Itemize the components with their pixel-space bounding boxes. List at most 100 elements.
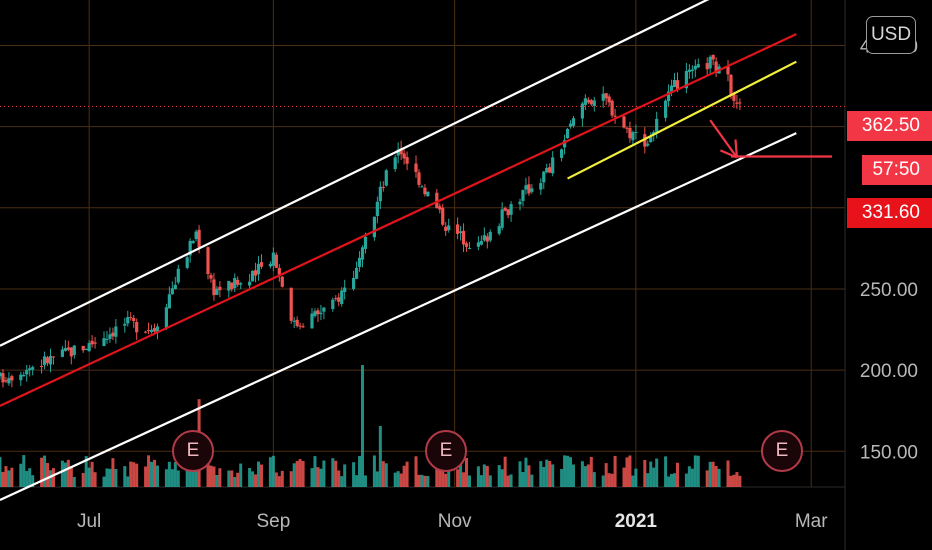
candle-body <box>135 321 139 333</box>
candle-body <box>631 132 635 141</box>
candle-body <box>378 186 382 202</box>
volume-bar <box>509 474 513 487</box>
volume-bar <box>337 470 341 487</box>
volume-bar <box>566 455 570 487</box>
candle-body <box>170 288 174 295</box>
volume-bar <box>144 466 148 487</box>
volume-bar <box>19 463 23 487</box>
candle-body <box>253 270 258 276</box>
volume-bar <box>123 466 127 487</box>
volume-bar <box>569 457 573 487</box>
earnings-event-icon[interactable]: E <box>761 430 803 472</box>
volume-bar <box>705 470 709 487</box>
volume-bar <box>209 465 213 487</box>
candle-body <box>19 374 23 381</box>
support-line <box>567 60 797 180</box>
volume-bar <box>613 455 617 487</box>
volume-bar <box>500 469 504 487</box>
volume-bar <box>40 457 44 487</box>
earnings-event-icon[interactable]: E <box>172 430 214 472</box>
candle-body <box>334 298 338 300</box>
volume-bar <box>563 455 567 487</box>
volume-bar <box>358 455 362 487</box>
time-axis[interactable]: Jul Sep Nov 2021 Mar <box>77 511 828 532</box>
candle-body <box>45 357 50 364</box>
candle-body <box>42 356 47 366</box>
candle-body <box>509 204 513 215</box>
volume-bar <box>105 468 109 487</box>
volume-bar <box>417 474 421 487</box>
volume-bar <box>441 467 445 487</box>
candle-body <box>613 115 617 117</box>
volume-bar <box>589 456 593 487</box>
candle-body <box>343 287 347 292</box>
candle-body <box>239 283 243 285</box>
volume-bar <box>147 455 151 487</box>
candle-body <box>583 98 587 105</box>
candle-body <box>518 201 522 205</box>
candle-body <box>66 347 70 350</box>
candle-body <box>438 206 442 210</box>
volume-bar <box>586 464 590 487</box>
candle-body <box>352 278 356 290</box>
candle-body <box>31 367 35 370</box>
candle-body <box>738 102 742 104</box>
volume-bar <box>583 466 587 487</box>
volume-bar <box>25 470 29 487</box>
volume-bar <box>527 465 531 487</box>
candle-body <box>230 282 234 290</box>
trend-drawings[interactable] <box>0 0 832 501</box>
volume-bar <box>135 463 139 487</box>
candle-body <box>696 64 700 68</box>
candle-body <box>191 240 195 244</box>
volume-bar <box>426 476 430 487</box>
volume-bar <box>129 461 133 487</box>
volume-bar <box>150 461 154 487</box>
volume-bar <box>551 464 555 487</box>
candle-body <box>360 247 365 260</box>
currency-button[interactable]: USD <box>866 16 916 54</box>
volume-bar <box>60 460 64 487</box>
candle-body <box>152 328 157 332</box>
candle-body <box>340 290 344 304</box>
candle-body <box>476 242 480 247</box>
candle-body <box>467 248 472 250</box>
earnings-event-icon[interactable]: E <box>425 430 467 472</box>
volume-bar <box>334 460 338 487</box>
volume-bar <box>592 472 596 487</box>
volume-bar <box>545 459 549 487</box>
volume-bar <box>331 458 335 487</box>
candle-body <box>289 287 293 321</box>
volume-bar <box>102 476 106 487</box>
candle-body <box>381 186 385 188</box>
volume-bar <box>49 470 53 487</box>
candle-body <box>447 225 451 231</box>
volume-bar <box>604 463 608 487</box>
volume-bar <box>81 473 85 487</box>
volume-bar <box>218 468 222 487</box>
volume-bar <box>673 473 677 487</box>
candle-body <box>530 188 534 192</box>
x-tick-label: 2021 <box>615 511 658 532</box>
candle-body <box>194 231 198 239</box>
candle-body <box>643 134 647 147</box>
candle-body <box>545 167 549 173</box>
candle-body <box>363 236 368 249</box>
candle-body <box>218 286 222 291</box>
candle-body <box>601 93 605 101</box>
candle-body <box>562 140 567 148</box>
candle-body <box>87 343 91 352</box>
volume-bar <box>194 471 198 487</box>
candle-body <box>72 345 76 355</box>
candle-body <box>90 340 94 345</box>
volume-bar <box>176 470 180 487</box>
volume-bar <box>313 456 317 487</box>
volume-bar <box>343 464 347 487</box>
volume-bar <box>1 471 5 487</box>
candle-body <box>652 131 656 135</box>
volume-bar <box>87 467 91 487</box>
volume-bar <box>277 476 281 487</box>
volume-bar <box>646 473 650 487</box>
